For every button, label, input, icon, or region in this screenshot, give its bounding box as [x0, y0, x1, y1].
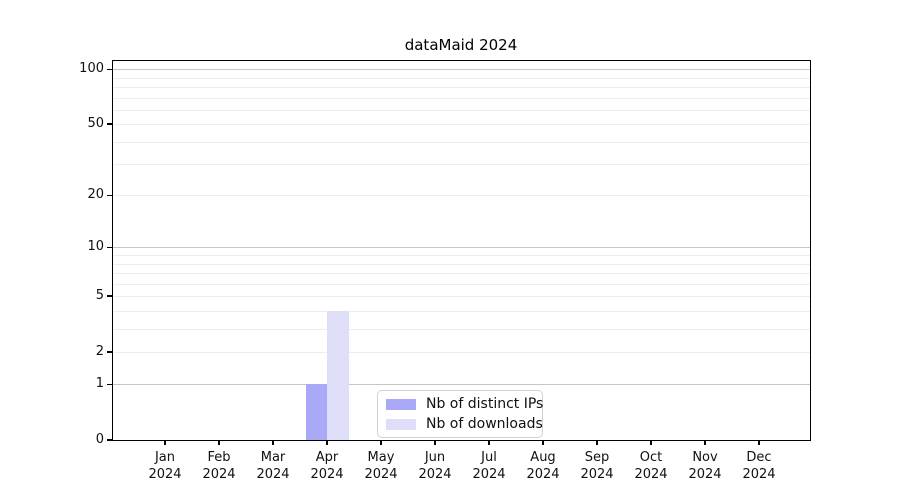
x-tick-label: Oct 2024 — [619, 449, 683, 483]
bar-distinct-ips — [305, 384, 327, 440]
x-tick — [380, 440, 382, 445]
y-gridline-minor — [112, 97, 810, 99]
x-month-label: Sep — [584, 450, 610, 465]
x-tick-label: Jun 2024 — [403, 449, 467, 483]
x-month-label: Jun — [424, 450, 446, 465]
x-tick — [758, 440, 760, 445]
y-gridline-minor — [112, 164, 810, 166]
y-tick — [107, 295, 112, 297]
y-gridline-minor — [112, 255, 810, 256]
y-tick — [107, 439, 112, 441]
y-tick — [107, 246, 112, 249]
x-month-label: Nov — [692, 450, 718, 465]
y-gridline-minor — [112, 272, 810, 274]
y-gridline-minor — [112, 263, 810, 265]
x-year-label: 2024 — [526, 467, 560, 482]
x-tick-label: Dec 2024 — [727, 449, 791, 483]
x-tick-label: Jan 2024 — [133, 449, 197, 483]
x-year-label: 2024 — [148, 467, 182, 482]
y-gridline-minor — [112, 109, 810, 111]
x-month-label: May — [367, 450, 395, 465]
y-tick-label: 5 — [95, 288, 104, 303]
y-tick-label: 2 — [95, 343, 104, 359]
y-gridline-major — [112, 384, 810, 386]
x-year-label: 2024 — [364, 467, 398, 482]
y-gridline-minor — [112, 296, 810, 297]
y-tick — [107, 123, 112, 125]
y-gridline-minor — [112, 141, 810, 143]
x-month-label: Feb — [207, 450, 231, 465]
legend-item: Nb of distinct IPs — [386, 394, 544, 414]
legend-label: Nb of downloads — [426, 416, 543, 432]
legend-item: Nb of downloads — [386, 414, 543, 434]
y-tick — [107, 351, 112, 353]
plot-frame — [112, 60, 811, 441]
x-tick — [326, 440, 328, 445]
x-month-label: Dec — [746, 450, 772, 465]
x-year-label: 2024 — [688, 467, 722, 482]
x-month-label: Jul — [481, 450, 497, 465]
x-year-label: 2024 — [634, 467, 668, 482]
x-tick-label: Apr 2024 — [295, 449, 359, 483]
x-month-label: Jan — [154, 450, 176, 465]
legend-swatch-downloads — [386, 418, 416, 430]
y-tick — [107, 194, 112, 197]
y-gridline-minor — [112, 195, 810, 197]
x-tick — [488, 440, 490, 445]
x-tick — [218, 440, 220, 445]
x-tick-label: Mar 2024 — [241, 449, 305, 483]
x-tick — [596, 440, 598, 445]
y-tick — [107, 68, 112, 70]
x-year-label: 2024 — [202, 467, 236, 482]
x-tick-label: May 2024 — [349, 449, 413, 483]
y-tick-label: 10 — [87, 239, 104, 255]
x-tick — [704, 440, 706, 445]
x-year-label: 2024 — [256, 467, 290, 482]
y-gridline-minor — [112, 328, 810, 330]
y-gridline-minor — [112, 351, 810, 353]
x-year-label: 2024 — [472, 467, 506, 482]
x-tick — [434, 440, 436, 445]
x-month-label: Aug — [530, 450, 556, 465]
y-gridline-minor — [112, 124, 810, 126]
y-tick-label: 1 — [95, 376, 104, 392]
x-month-label: Apr — [315, 450, 339, 465]
y-tick-label: 100 — [79, 61, 104, 77]
x-tick-label: Feb 2024 — [187, 449, 251, 483]
x-month-label: Mar — [260, 450, 286, 465]
x-tick-label: Aug 2024 — [511, 449, 575, 483]
x-year-label: 2024 — [418, 467, 452, 482]
legend-label: Nb of distinct IPs — [426, 396, 544, 412]
x-tick — [650, 440, 652, 445]
x-tick — [542, 440, 544, 445]
y-gridline-minor — [112, 283, 810, 285]
x-tick-label: Sep 2024 — [565, 449, 629, 483]
x-tick-label: Nov 2024 — [673, 449, 737, 483]
y-tick-label: 0 — [95, 432, 104, 447]
y-tick-label: 50 — [87, 116, 104, 132]
y-tick-label: 20 — [87, 187, 104, 203]
x-year-label: 2024 — [580, 467, 614, 482]
bar-downloads — [327, 310, 349, 440]
chart-title: dataMaid 2024 — [404, 36, 518, 54]
y-tick — [107, 383, 112, 386]
x-month-label: Oct — [639, 450, 663, 465]
y-gridline-minor — [112, 77, 810, 79]
x-year-label: 2024 — [310, 467, 344, 482]
y-gridline-minor — [112, 310, 810, 312]
x-year-label: 2024 — [742, 467, 776, 482]
y-gridline-major — [112, 69, 810, 71]
legend-swatch-distinct-ips — [386, 398, 416, 410]
x-tick — [272, 440, 274, 445]
y-gridline-minor — [112, 86, 810, 88]
x-tick-label: Jul 2024 — [457, 449, 521, 483]
legend: Nb of distinct IPs Nb of downloads — [377, 390, 543, 438]
y-gridline-major — [112, 247, 810, 249]
x-tick — [164, 440, 166, 445]
